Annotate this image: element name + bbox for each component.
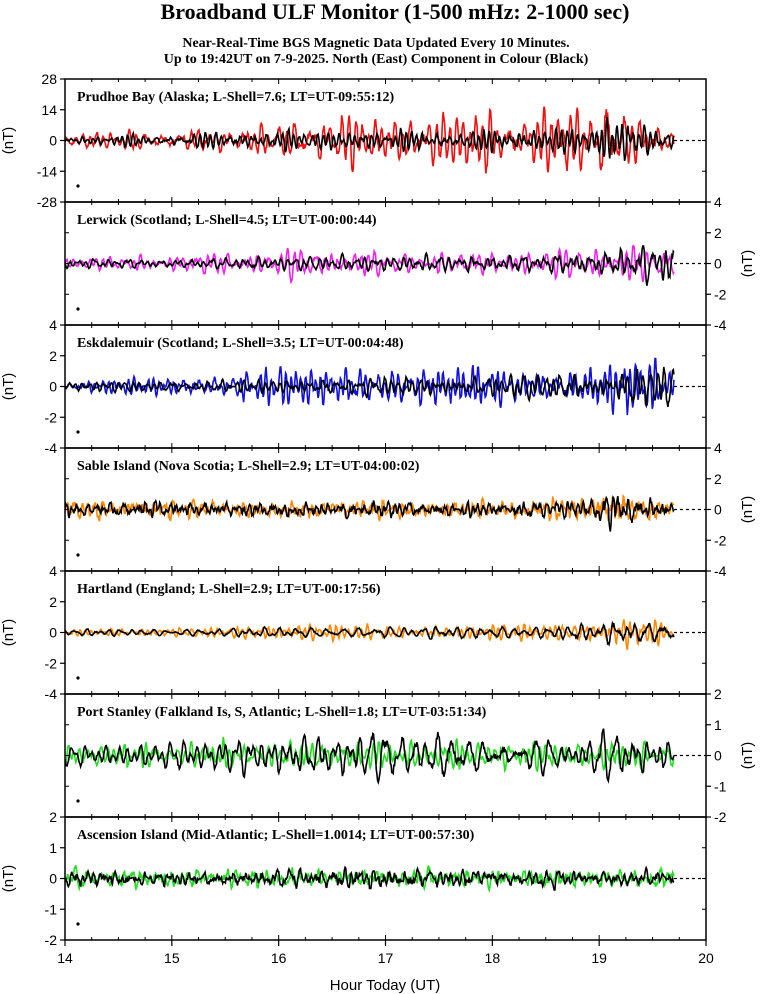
y-axis-label: (nT) <box>0 127 17 155</box>
x-axis-label: Hour Today (UT) <box>330 977 441 994</box>
y-tick-label: 0 <box>49 133 57 149</box>
y-tick-label: -14 <box>37 163 57 179</box>
y-axis-label: (nT) <box>739 250 756 278</box>
y-tick-label: 4 <box>714 194 722 210</box>
y-tick-label: -2 <box>714 286 727 302</box>
y-tick-label: -4 <box>45 686 58 702</box>
panel-marker-dot <box>76 307 80 311</box>
north-component-series <box>65 357 675 416</box>
east-component-series <box>65 116 675 161</box>
y-tick-label: 2 <box>714 471 722 487</box>
y-tick-label: 0 <box>714 256 722 272</box>
station-label: Prudhoe Bay (Alaska; L-Shell=7.6; LT=UT-… <box>77 90 394 105</box>
y-tick-label: 1 <box>714 717 722 733</box>
y-tick-label: 2 <box>49 348 57 364</box>
y-axis-label: (nT) <box>0 619 17 647</box>
panel-marker-dot <box>76 799 80 803</box>
x-tick-label: 16 <box>271 950 287 966</box>
y-tick-label: 0 <box>714 502 722 518</box>
y-axis-label: (nT) <box>739 742 756 770</box>
station-panel: 2 1 0 -1 -2 (nT) Port Stanley (Falkland Is, S,… <box>64 686 756 825</box>
east-component-series <box>65 728 675 786</box>
y-tick-label: 0 <box>49 625 57 641</box>
y-tick-label: 14 <box>41 102 57 118</box>
x-tick-label: 14 <box>57 950 73 966</box>
panel-marker-dot <box>76 430 80 434</box>
y-tick-label: -2 <box>714 809 727 825</box>
east-component-series <box>65 245 675 286</box>
north-component-series <box>65 619 675 650</box>
y-tick-label: -1 <box>45 901 58 917</box>
y-tick-label: 0 <box>49 871 57 887</box>
y-tick-label: 2 <box>49 809 57 825</box>
north-component-series <box>65 494 675 523</box>
station-panel: 4 2 0 -2 -4 (nT) Eskdalemuir (Scotland; L-Shel… <box>0 317 707 456</box>
panel-marker-dot <box>76 553 80 557</box>
y-tick-label: 0 <box>49 379 57 395</box>
east-component-series <box>65 620 675 647</box>
x-tick-label: 20 <box>698 950 714 966</box>
station-panel: 4 2 0 -2 -4 (nT) Sable Island (Nova Scotia; L-… <box>64 440 756 579</box>
station-label: Port Stanley (Falkland Is, S, Atlantic; … <box>77 705 487 720</box>
panel-marker-dot <box>76 676 80 680</box>
y-tick-label: 2 <box>714 225 722 241</box>
y-tick-label: -4 <box>714 317 727 333</box>
north-component-series <box>65 736 675 774</box>
station-label: Hartland (England; L-Shell=2.9; LT=UT-00… <box>77 582 381 597</box>
y-tick-label: 2 <box>714 686 722 702</box>
y-tick-label: -2 <box>45 409 58 425</box>
station-label: Sable Island (Nova Scotia; L-Shell=2.9; … <box>77 459 420 474</box>
y-axis-label: (nT) <box>739 496 756 524</box>
panel-marker-dot <box>76 922 80 926</box>
east-component-series <box>65 865 675 891</box>
chart-subtitle-line-2: Up to 19:42UT on 7-9-2025. North (East) … <box>164 52 589 67</box>
y-tick-label: -2 <box>714 532 727 548</box>
station-panel: 28 14 0 -14 -28 (nT) Prudhoe Bay (Alaska; L-Sh… <box>0 71 707 210</box>
y-tick-label: -28 <box>37 194 57 210</box>
x-tick-label: 19 <box>591 950 607 966</box>
station-label: Lerwick (Scotland; L-Shell=4.5; LT=UT-00… <box>77 213 377 228</box>
station-label: Ascension Island (Mid-Atlantic; L-Shell=… <box>77 828 475 843</box>
y-axis-label: (nT) <box>0 373 17 401</box>
east-component-series <box>65 366 675 409</box>
chart-subtitle-line-1: Near-Real-Time BGS Magnetic Data Updated… <box>182 36 569 51</box>
x-tick-label: 17 <box>378 950 394 966</box>
y-tick-label: -4 <box>714 563 727 579</box>
y-tick-label: 0 <box>714 748 722 764</box>
y-tick-label: 4 <box>49 563 57 579</box>
chart-title: Broadband ULF Monitor (1-500 mHz: 2-1000… <box>161 0 630 24</box>
y-tick-label: 28 <box>41 71 57 87</box>
y-tick-label: 2 <box>49 594 57 610</box>
y-tick-label: -2 <box>45 932 58 948</box>
y-axis-label: (nT) <box>0 865 17 893</box>
station-panel: 4 2 0 -2 -4 (nT) Lerwick (Scotland; L-Shell=4.… <box>64 194 756 333</box>
north-component-series <box>65 106 675 174</box>
y-tick-label: -4 <box>45 440 58 456</box>
y-tick-label: -1 <box>714 778 727 794</box>
y-tick-label: 4 <box>714 440 722 456</box>
panel-marker-dot <box>76 184 80 188</box>
y-tick-label: 4 <box>49 317 57 333</box>
x-tick-label: 18 <box>485 950 501 966</box>
y-tick-label: 1 <box>49 840 57 856</box>
y-tick-label: -2 <box>45 655 58 671</box>
station-panel: 2 1 0 -1 -2 (nT) Ascension Island (Mid-Atlanti… <box>0 809 707 948</box>
x-tick-label: 15 <box>164 950 180 966</box>
station-panel: 4 2 0 -2 -4 (nT) Hartland (England; L-Shell=2.… <box>0 563 707 702</box>
east-component-series <box>65 495 675 532</box>
x-axis: 14 15 16 17 18 19 20 <box>57 940 714 966</box>
station-label: Eskdalemuir (Scotland; L-Shell=3.5; LT=U… <box>77 336 404 351</box>
